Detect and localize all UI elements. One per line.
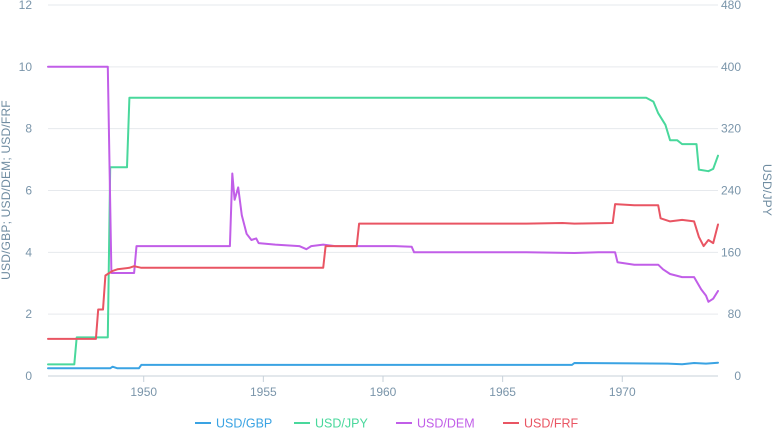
legend-label: USD/JPY bbox=[315, 417, 368, 431]
series-lines bbox=[47, 65, 719, 370]
x-tick-label: 1970 bbox=[609, 385, 636, 399]
left-axis-ticks: 0 2 4 6 8 10 12 bbox=[19, 0, 33, 383]
x-tick-label: 1965 bbox=[489, 385, 516, 399]
left-tick-label: 6 bbox=[25, 184, 32, 198]
left-axis-title: USD/GBP; USD/DEM; USD/FRF bbox=[0, 100, 13, 280]
legend-label: USD/DEM bbox=[417, 417, 475, 431]
left-tick-label: 0 bbox=[25, 369, 32, 383]
right-tick-label: 0 bbox=[734, 369, 741, 383]
legend-label: USD/GBP bbox=[216, 417, 272, 431]
right-tick-label: 320 bbox=[721, 122, 741, 136]
x-tick-label: 1960 bbox=[370, 385, 397, 399]
left-tick-label: 12 bbox=[19, 0, 33, 12]
legend-label: USD/FRF bbox=[524, 417, 579, 431]
left-tick-label: 4 bbox=[25, 245, 32, 259]
left-tick-label: 2 bbox=[25, 307, 32, 321]
legend-item-usd-gbp[interactable]: USD/GBP bbox=[195, 417, 272, 431]
series-line-usd-jpy bbox=[47, 96, 719, 366]
right-tick-label: 480 bbox=[721, 0, 741, 12]
legend-item-usd-jpy[interactable]: USD/JPY bbox=[294, 417, 368, 431]
x-axis-ticks: 1950 1955 1960 1965 1970 bbox=[130, 376, 636, 399]
right-axis-ticks: 0 80 160 240 320 400 480 bbox=[721, 0, 741, 383]
right-tick-label: 240 bbox=[721, 184, 741, 198]
right-axis-title: USD/JPY bbox=[760, 164, 774, 216]
left-tick-label: 8 bbox=[25, 122, 32, 136]
series-line-usd-dem bbox=[47, 65, 719, 303]
right-tick-label: 400 bbox=[721, 60, 741, 74]
x-tick-label: 1950 bbox=[130, 385, 157, 399]
right-tick-label: 160 bbox=[721, 245, 741, 259]
series-line-usd-gbp bbox=[47, 361, 719, 370]
legend-item-usd-frf[interactable]: USD/FRF bbox=[503, 417, 579, 431]
series-line-usd-frf bbox=[47, 203, 719, 340]
legend: USD/GBP USD/JPY USD/DEM USD/FRF bbox=[195, 417, 579, 431]
right-tick-label: 80 bbox=[728, 307, 742, 321]
gridlines bbox=[48, 4, 718, 377]
legend-item-usd-dem[interactable]: USD/DEM bbox=[396, 417, 475, 431]
left-tick-label: 10 bbox=[19, 60, 33, 74]
x-tick-label: 1955 bbox=[250, 385, 277, 399]
